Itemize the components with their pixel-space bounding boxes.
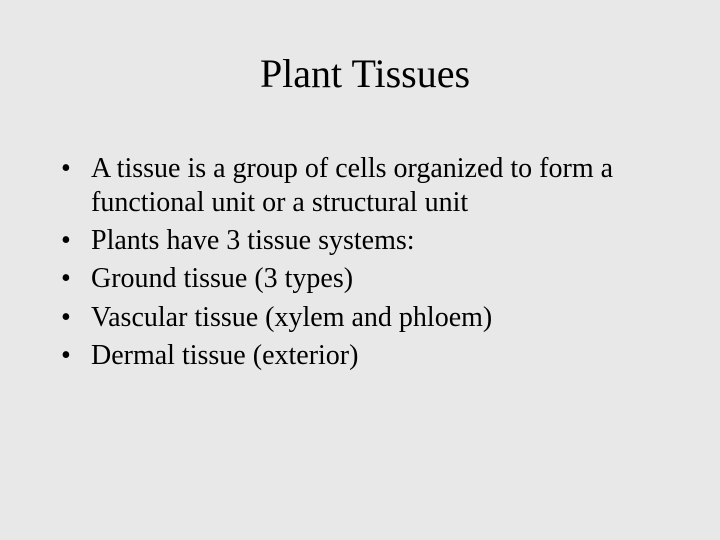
list-item: Ground tissue (3 types) [55, 262, 675, 296]
bullet-list: A tissue is a group of cells organized t… [55, 152, 675, 373]
list-item: Vascular tissue (xylem and phloem) [55, 301, 675, 335]
list-item: Plants have 3 tissue systems: [55, 224, 675, 258]
slide: Plant Tissues A tissue is a group of cel… [0, 0, 720, 540]
list-item: Dermal tissue (exterior) [55, 339, 675, 373]
list-item: A tissue is a group of cells organized t… [55, 152, 675, 220]
slide-title: Plant Tissues [55, 50, 675, 97]
